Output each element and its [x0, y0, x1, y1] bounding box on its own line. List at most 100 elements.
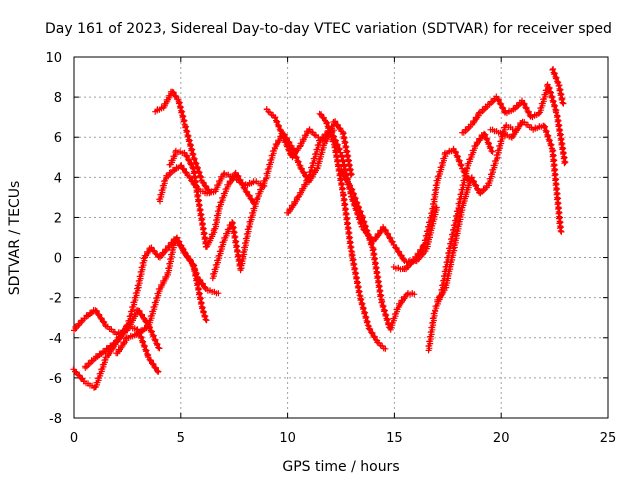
series-marker-segment — [536, 83, 551, 116]
series-marker-segment — [390, 264, 406, 273]
series-marker-segment — [163, 169, 175, 181]
series-marker-segment — [145, 354, 162, 375]
series-marker-segment — [92, 307, 109, 329]
series-marker-segment — [359, 214, 377, 252]
series-marker-segment — [404, 290, 418, 298]
series-marker-segment — [280, 134, 295, 159]
series-marker-segment — [387, 304, 402, 333]
series-marker-segment — [420, 207, 437, 248]
y-tick-label: -6 — [49, 372, 62, 387]
x-tick-label: 15 — [386, 431, 403, 446]
series-marker-segment — [380, 223, 397, 248]
series-marker-segment — [331, 142, 346, 196]
series-marker-segment — [519, 97, 534, 119]
series-marker-segment — [297, 128, 312, 149]
series-marker-segment — [553, 109, 569, 167]
series-marker-segment — [135, 307, 151, 329]
plot-area — [70, 66, 569, 391]
x-tick-label: 20 — [493, 431, 510, 446]
series-marker-segment — [348, 186, 366, 219]
series-marker-segment — [70, 366, 87, 385]
y-tick-label: 2 — [54, 211, 62, 226]
series-marker-segment — [166, 149, 179, 168]
series-marker-segment — [160, 88, 175, 111]
series-marker-segment — [182, 122, 197, 159]
axis-ticks: 0 5 10 15 20 25 -8 -6 -4 -2 0 2 4 6 8 10 — [45, 51, 616, 446]
y-tick-label: 6 — [54, 131, 62, 146]
series-marker-segment — [544, 81, 560, 115]
series-marker-segment — [124, 285, 141, 331]
series-marker-segment — [305, 139, 323, 180]
x-tick-label: 10 — [279, 431, 296, 446]
series-marker-segment — [181, 249, 194, 263]
series-marker-segment — [202, 286, 222, 297]
series-track-4 — [113, 237, 222, 357]
series-marker-segment — [199, 178, 213, 196]
series-marker-segment — [156, 175, 169, 205]
series-marker-segment — [549, 66, 562, 86]
series-marker-segment — [487, 126, 504, 136]
series-marker-segment — [212, 171, 227, 195]
series-marker-segment — [246, 196, 261, 230]
series-track-15 — [434, 122, 516, 305]
series-marker-segment — [232, 169, 248, 191]
series-marker-segment — [498, 130, 515, 140]
series-track-6 — [156, 162, 268, 205]
series-marker-segment — [134, 255, 148, 291]
x-axis-label: GPS time / hours — [282, 459, 399, 475]
series-marker-segment — [485, 155, 501, 189]
series-marker-segment — [369, 225, 387, 244]
plot-frame — [73, 56, 609, 419]
series-marker-segment — [199, 304, 210, 324]
series-marker-segment — [190, 154, 205, 184]
series-marker-segment — [202, 227, 218, 250]
series-marker-segment — [508, 120, 525, 141]
series-marker-segment — [204, 188, 217, 197]
series-marker-segment — [91, 356, 109, 391]
y-tick-label: 4 — [54, 171, 62, 186]
series-marker-segment — [103, 323, 118, 336]
series-marker-segment — [237, 224, 253, 274]
y-tick-label: 10 — [45, 51, 62, 66]
series-track-5 — [152, 88, 213, 196]
series-marker-segment — [209, 239, 227, 282]
series-marker-segment — [340, 191, 356, 255]
series-track-10 — [284, 125, 440, 266]
series-marker-segment — [294, 175, 312, 200]
series-marker-segment — [446, 206, 462, 252]
series-marker-segment — [450, 204, 466, 251]
series-marker-segment — [92, 348, 108, 361]
series-marker-segment — [378, 298, 394, 332]
grid — [74, 57, 608, 418]
series-marker-segment — [540, 122, 555, 152]
series-marker-segment — [178, 162, 193, 180]
series-marker-segment — [348, 251, 364, 300]
series-marker-segment — [263, 145, 278, 181]
series-marker-segment — [425, 308, 439, 354]
series-marker-segment — [331, 118, 346, 135]
series-marker-segment — [369, 246, 385, 304]
series-marker-segment — [271, 114, 286, 139]
series-marker-segment — [181, 149, 197, 171]
series-marker-segment — [339, 130, 355, 179]
series-marker-segment — [316, 110, 329, 124]
y-tick-label: 8 — [54, 91, 62, 106]
series-marker-segment — [450, 145, 466, 172]
series-marker-segment — [284, 195, 301, 216]
series-marker-segment — [164, 240, 178, 276]
series-marker-segment — [103, 340, 119, 353]
series-marker-segment — [263, 106, 277, 119]
series-marker-segment — [71, 315, 88, 334]
series-marker-segment — [503, 122, 516, 133]
series-marker-segment — [194, 193, 210, 250]
series-marker-segment — [395, 291, 410, 309]
series-marker-segment — [365, 325, 381, 344]
series-marker-segment — [289, 143, 304, 161]
x-tick-label: 5 — [177, 431, 185, 446]
series-marker-segment — [481, 130, 496, 155]
series-marker-segment — [555, 82, 567, 107]
series-marker-segment — [306, 126, 319, 139]
series-marker-segment — [493, 93, 509, 115]
series-marker-segment — [429, 179, 441, 212]
